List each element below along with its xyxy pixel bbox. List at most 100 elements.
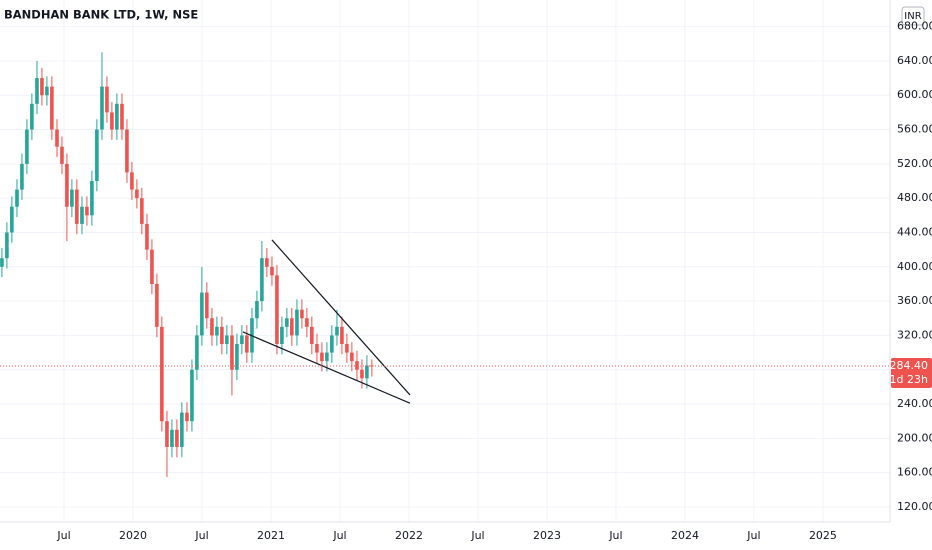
candle-body — [260, 258, 264, 302]
candle-body — [235, 343, 239, 370]
candle-body — [300, 309, 304, 319]
x-tick-label: 2025 — [809, 529, 837, 542]
candle-body — [350, 352, 354, 362]
x-tick-label: Jul — [608, 529, 622, 542]
candle-body — [10, 206, 14, 233]
candle-body — [180, 412, 184, 447]
chart-title: BANDHAN BANK LTD, 1W, NSE — [4, 8, 198, 22]
y-tick-label: 480.00 — [897, 191, 932, 204]
candle-body — [110, 112, 114, 130]
candle-body — [225, 335, 229, 344]
candle-body — [135, 189, 139, 199]
x-tick-label: Jul — [332, 529, 346, 542]
candle-body — [70, 189, 74, 207]
candle-body — [0, 258, 4, 267]
y-tick-label: 200.00 — [897, 431, 932, 444]
candle-body — [295, 309, 299, 336]
y-tick-label: 320.00 — [897, 328, 932, 341]
candle-body — [100, 86, 104, 130]
candle-body — [360, 369, 364, 379]
candle-body — [40, 78, 44, 96]
candle-body — [240, 335, 244, 344]
x-tick-label: Jul — [746, 529, 760, 542]
candle-body — [185, 412, 189, 422]
y-tick-label: 240.00 — [897, 397, 932, 410]
candle-body — [90, 181, 94, 216]
y-tick-label: 680.00 — [897, 20, 932, 33]
candle-body — [95, 129, 99, 182]
candle-body — [35, 78, 39, 104]
candle-body — [315, 343, 319, 353]
candle-body — [365, 365, 369, 379]
candle-body — [80, 206, 84, 224]
x-tick-label: 2022 — [395, 529, 423, 542]
candle-body — [275, 275, 279, 344]
candle-body — [160, 326, 164, 422]
candle-body — [55, 129, 59, 147]
candle-body — [245, 335, 249, 353]
candle-body — [65, 163, 69, 207]
candle-body — [105, 86, 109, 113]
candle-body — [85, 206, 89, 216]
y-tick-label: 640.00 — [897, 54, 932, 67]
candle-body — [20, 163, 24, 190]
candle-body — [200, 292, 204, 336]
y-tick-label: 400.00 — [897, 260, 932, 273]
x-tick-label: 2020 — [119, 529, 147, 542]
y-tick-label: 360.00 — [897, 294, 932, 307]
candle-body — [50, 86, 54, 130]
candle-body — [345, 343, 349, 353]
candle-body — [120, 103, 124, 130]
currency-box[interactable] — [901, 6, 925, 26]
candle-body — [265, 258, 269, 267]
candle-body — [335, 326, 339, 336]
trendline — [271, 239, 411, 396]
x-tick-label: 2021 — [257, 529, 285, 542]
candle-body — [325, 352, 329, 362]
x-tick-label: Jul — [56, 529, 70, 542]
candle-body — [210, 318, 214, 336]
candle-body — [370, 365, 374, 367]
candle-body — [310, 326, 314, 344]
x-tick-label: 2023 — [533, 529, 561, 542]
candle-body — [30, 103, 34, 130]
candle-body — [125, 129, 129, 173]
candle-body — [165, 421, 169, 447]
candle-body — [115, 103, 119, 130]
candle-body — [305, 318, 309, 327]
last-price-box — [891, 357, 932, 388]
candle-body — [140, 198, 144, 224]
x-tick-label: Jul — [470, 529, 484, 542]
candle-body — [25, 129, 29, 164]
candle-body — [170, 429, 174, 447]
candle-body — [290, 318, 294, 336]
candle-body — [285, 318, 289, 327]
currency[interactable]: INR — [904, 11, 921, 22]
candle-body — [190, 369, 194, 422]
candle-body — [320, 352, 324, 362]
candle-body — [5, 232, 9, 259]
x-tick-label: 2024 — [671, 529, 699, 542]
candle-body — [280, 326, 284, 344]
trendline — [242, 331, 411, 404]
y-tick-label: 160.00 — [897, 466, 932, 479]
candle-body — [155, 283, 159, 327]
candle-body — [330, 335, 334, 353]
candle-body — [270, 266, 274, 276]
candle-body — [340, 326, 344, 344]
candle-body — [175, 429, 179, 447]
candle-body — [75, 189, 79, 224]
candle-body — [355, 361, 359, 370]
y-tick-label: 120.00 — [897, 500, 932, 513]
candle-body — [220, 326, 224, 344]
candle-body — [60, 146, 64, 164]
candle-body — [45, 86, 49, 96]
candle-body — [130, 172, 134, 190]
candle-body — [255, 301, 259, 319]
candle-body — [215, 326, 219, 336]
candle-body — [15, 189, 19, 207]
x-tick-label: Jul — [194, 529, 208, 542]
